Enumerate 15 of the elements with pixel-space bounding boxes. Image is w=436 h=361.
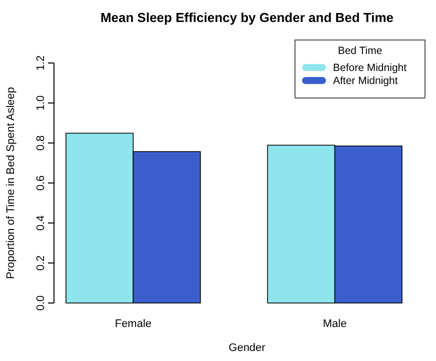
chart-title: Mean Sleep Efficiency by Gender and Bed Time	[100, 10, 394, 25]
legend-title: Bed Time	[338, 45, 382, 57]
y-tick-label: 0.4	[35, 215, 47, 231]
y-axis-title: Proportion of Time in Bed Spent Asleep	[5, 86, 17, 280]
y-tick-label: 1.2	[35, 55, 47, 71]
y-tick-label: 0.2	[35, 255, 47, 271]
y-tick-label: 0.0	[35, 295, 47, 311]
x-tick-label: Male	[322, 318, 347, 330]
legend-label: Before Midnight	[333, 62, 407, 74]
legend-label: After Midnight	[333, 75, 398, 87]
x-tick-label: Female	[114, 318, 152, 330]
y-tick-label: 0.8	[35, 135, 47, 151]
x-axis-title: Gender	[228, 342, 266, 354]
y-tick-label: 0.6	[35, 175, 47, 191]
y-tick-label: 1.0	[35, 95, 47, 111]
